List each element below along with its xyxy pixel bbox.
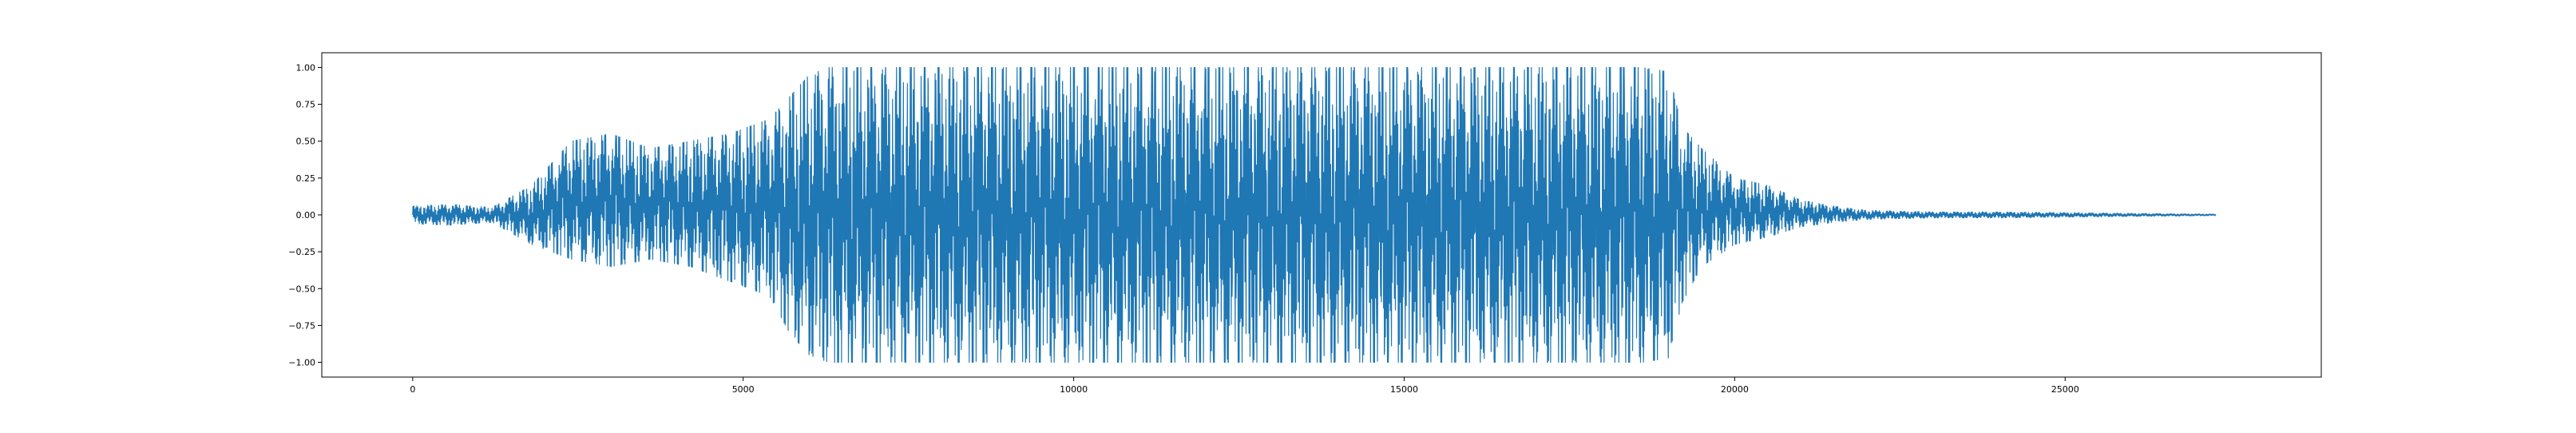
y-tick-label: 0.75 <box>296 100 316 110</box>
y-tick-label: 0.50 <box>296 137 316 147</box>
y-tick-label: 0.00 <box>296 210 316 220</box>
x-tick-label: 15000 <box>1390 384 1418 395</box>
y-tick-label: −1.00 <box>288 358 315 368</box>
x-axis: 0 5000 10000 15000 20000 25000 <box>410 377 2079 395</box>
x-tick-label: 20000 <box>1721 384 1749 395</box>
y-tick-label: −0.50 <box>288 284 315 294</box>
y-axis: −1.00 −0.75 −0.50 −0.25 0.00 0.25 0.50 0.75 1.00 <box>288 62 322 368</box>
x-tick-label: 25000 <box>2051 384 2079 395</box>
y-tick-label: 1.00 <box>296 62 316 73</box>
x-tick-label: 0 <box>410 384 415 395</box>
y-tick-label: 0.25 <box>296 173 316 184</box>
x-tick-label: 5000 <box>732 384 755 395</box>
series-layer <box>412 66 2217 363</box>
y-tick-label: −0.75 <box>288 320 315 331</box>
y-tick-label: −0.25 <box>288 247 315 257</box>
waveform-series-line <box>412 66 2217 363</box>
x-tick-label: 10000 <box>1060 384 1088 395</box>
